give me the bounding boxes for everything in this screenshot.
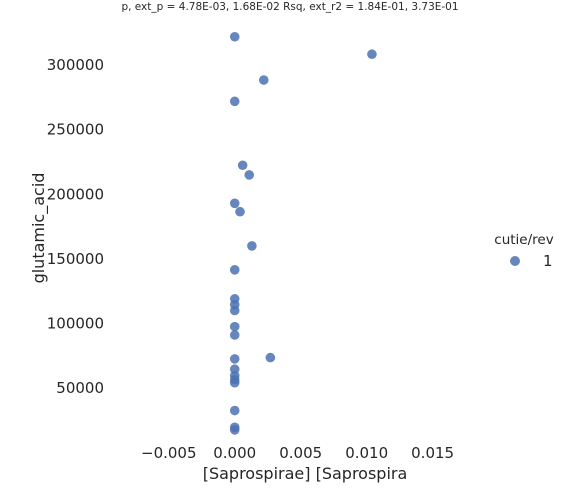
data-point [229,377,240,388]
data-point [367,49,377,60]
data-point [258,75,269,85]
data-point [229,96,240,107]
data-point [235,206,245,217]
x-tick-label: −0.005 [141,444,197,462]
legend-label: 1 [543,252,553,270]
data-point [229,425,240,435]
data-point [229,305,240,316]
data-point [229,321,240,332]
legend: cutie/rev 1 [494,232,553,270]
data-points [229,31,377,435]
y-tick-label: 300000 [47,56,104,74]
data-point [244,170,255,180]
y-tick-label: 100000 [47,314,104,332]
data-point [229,198,240,209]
data-point [229,31,240,42]
x-tick-label: 0.015 [411,444,454,462]
data-point [229,265,240,275]
y-tick-label: 150000 [47,250,104,268]
x-tick-label: 0.010 [345,444,388,462]
y-tick-label: 200000 [47,185,104,203]
data-point [265,352,276,363]
data-point [237,160,248,171]
x-axis-label: [Saprospirae] [Saprospira [203,464,408,483]
data-point [247,241,257,251]
x-tick-label: 0.005 [279,444,322,462]
x-axis-ticks: −0.005 0.000 0.005 0.010 0.015 [141,444,454,462]
legend-marker [510,256,520,266]
y-tick-label: 50000 [56,379,104,397]
y-axis-label: glutamic_acid [29,173,49,284]
chart-title: p, ext_p = 4.78E-03, 1.68E-02 Rsq, ext_r… [121,1,458,13]
data-point [229,354,240,364]
data-point [229,330,240,340]
legend-title: cutie/rev [494,232,553,248]
data-point [229,405,240,416]
y-axis-ticks: 50000 100000 150000 200000 250000 300000 [47,56,104,397]
x-tick-label: 0.000 [213,444,256,462]
y-tick-label: 250000 [47,121,104,139]
